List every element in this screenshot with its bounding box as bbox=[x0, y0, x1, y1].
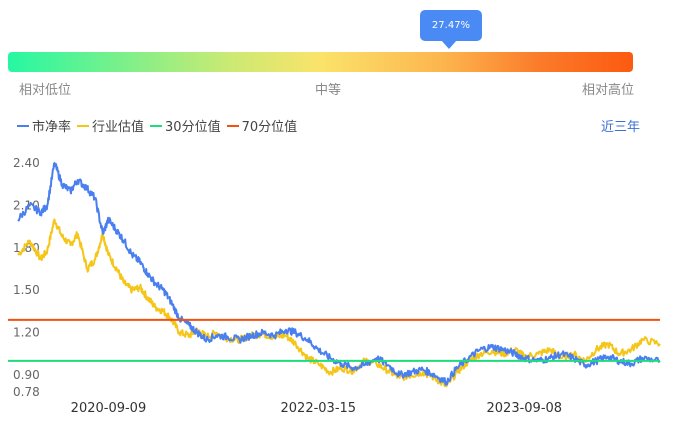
legend-item-pb[interactable]: 市净率 bbox=[17, 116, 71, 135]
legend-swatch-industry bbox=[77, 124, 90, 127]
x-axis: 2020-09-09 2022-03-15 2023-09-08 bbox=[71, 401, 562, 416]
legend-swatch-p70 bbox=[226, 124, 239, 127]
legend-item-p30[interactable]: 30分位值 bbox=[150, 116, 221, 135]
x-tick-label: 2020-09-09 bbox=[71, 401, 147, 416]
y-tick-label: 2.10 bbox=[13, 198, 40, 212]
legend-item-p70[interactable]: 70分位值 bbox=[226, 116, 298, 135]
x-tick-label: 2023-09-08 bbox=[487, 401, 563, 416]
y-tick-label: 0.90 bbox=[13, 368, 40, 382]
gauge-low-label: 相对低位 bbox=[19, 83, 72, 98]
legend-swatch-pb bbox=[17, 124, 29, 127]
percentile-tooltip: 27.47% bbox=[420, 10, 482, 41]
percentile-tooltip-arrow bbox=[441, 40, 457, 49]
legend-item-industry[interactable]: 行业估值 bbox=[77, 116, 144, 135]
chart-legend: 市净率 行业估值 30分位值 70分位值 bbox=[17, 116, 303, 135]
legend-label-pb: 市净率 bbox=[32, 120, 72, 135]
y-tick-label: 2.40 bbox=[13, 156, 40, 170]
y-tick-label: 1.50 bbox=[13, 283, 40, 297]
legend-swatch-p30 bbox=[150, 124, 163, 127]
legend-label-industry: 行业估值 bbox=[92, 120, 145, 135]
y-axis: 2.402.101.801.501.200.900.78 bbox=[13, 156, 40, 399]
valuation-gauge-bar bbox=[8, 52, 633, 72]
legend-label-p30: 30分位值 bbox=[165, 120, 221, 135]
time-range-button[interactable]: 近三年 bbox=[600, 120, 640, 135]
y-tick-label: 1.20 bbox=[13, 326, 40, 340]
series-line-0 bbox=[17, 162, 661, 386]
gauge-high-label: 相对高位 bbox=[582, 83, 635, 98]
y-tick-label: 0.78 bbox=[13, 385, 40, 399]
x-tick-label: 2022-03-15 bbox=[281, 401, 357, 416]
percentile-value: 27.47% bbox=[431, 20, 471, 31]
chart-lines bbox=[8, 162, 661, 388]
legend-label-p70: 70分位值 bbox=[241, 120, 298, 135]
gauge-mid-label: 中等 bbox=[315, 83, 342, 98]
